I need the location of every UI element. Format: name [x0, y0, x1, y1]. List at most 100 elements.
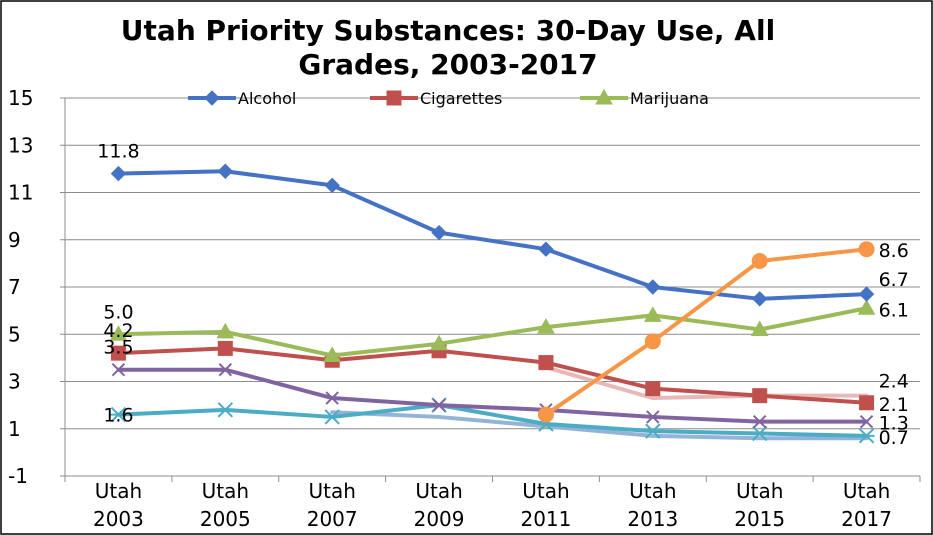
y-tick-label: 13 [8, 133, 33, 157]
data-label: 2.4 [879, 371, 909, 393]
data-point [858, 428, 875, 444]
series-line [330, 410, 869, 441]
data-point [431, 224, 447, 241]
data-point [859, 414, 874, 429]
legend-item-marijuana: Marijuana [580, 88, 709, 108]
y-tick-label: 11 [8, 181, 33, 205]
data-point [217, 163, 234, 179]
data-point [109, 325, 128, 341]
legend-label: Alcohol [238, 89, 296, 108]
data-point [110, 345, 126, 361]
data-point [538, 241, 554, 257]
data-label: 2.1 [879, 394, 909, 416]
x-tick-label: Utah [308, 479, 355, 503]
data-point-stroke [218, 362, 233, 377]
x-tick-label: Utah [736, 479, 783, 503]
chart-title-line: Grades, 2003-2017 [298, 48, 597, 81]
data-point [643, 306, 662, 322]
x-tick-label: 2009 [414, 507, 465, 531]
data-point [751, 253, 768, 270]
data-point-stroke [859, 414, 874, 429]
data-point [644, 423, 661, 439]
series-line [116, 306, 869, 358]
data-point [750, 320, 769, 337]
x-tick-label: Utah [202, 479, 249, 503]
series-unlabeled-5 [537, 241, 875, 423]
data-point [644, 333, 661, 350]
data-point [859, 395, 875, 411]
data-point [857, 299, 876, 315]
data-label: 0.7 [879, 427, 909, 449]
legend-label: Cigarettes [420, 89, 502, 108]
data-point [858, 241, 875, 258]
series-alcohol [110, 163, 875, 307]
data-point [645, 381, 661, 397]
x-tick-label: 2013 [627, 507, 678, 531]
y-tick-label: 3 [8, 370, 21, 394]
data-point [430, 334, 448, 351]
series-line [116, 367, 869, 424]
data-point [858, 286, 875, 302]
data-point [432, 398, 446, 412]
series-unlabeled-7 [543, 365, 869, 401]
data-point-stroke [646, 410, 660, 424]
chart-title-line: Utah Priority Substances: 30-Day Use, Al… [121, 14, 775, 47]
data-label: 6.7 [879, 269, 909, 291]
x-tick-label: Utah [843, 479, 890, 503]
y-tick-label: 15 [8, 86, 33, 110]
data-label: 8.6 [879, 240, 909, 262]
data-label: 3.5 [103, 337, 133, 359]
data-label: 4.2 [103, 320, 133, 342]
y-tick-label: 9 [8, 228, 21, 252]
x-tick-label: Utah [522, 479, 569, 503]
x-tick-label: 2003 [93, 507, 144, 531]
data-point [538, 355, 554, 371]
data-point-stroke [111, 362, 126, 377]
data-point [111, 362, 126, 377]
x-tick-label: 2005 [200, 507, 251, 531]
x-tick-label: 2011 [520, 507, 571, 531]
data-point [216, 322, 235, 339]
data-point-stroke [432, 398, 446, 412]
x-tick-label: 2017 [841, 507, 892, 531]
data-point [751, 425, 768, 442]
data-point [537, 318, 555, 334]
data-point [217, 340, 233, 356]
data-point [752, 414, 767, 429]
legend-item-cigarettes: Cigarettes [370, 89, 502, 108]
data-point [217, 402, 234, 418]
data-label: 5.0 [103, 301, 133, 323]
data-point [204, 90, 220, 106]
series-line [116, 169, 869, 301]
data-label: 1.3 [879, 413, 909, 435]
data-point [324, 409, 341, 425]
x-tick-label: Utah [629, 479, 676, 503]
y-tick-label: -1 [8, 464, 28, 488]
data-point-stroke [325, 391, 339, 405]
series-line [116, 403, 869, 438]
data-point [218, 362, 233, 377]
x-tick-label: Utah [95, 479, 142, 503]
data-point [595, 88, 613, 105]
legend-label: Marijuana [630, 89, 709, 108]
x-tick-label: 2015 [734, 507, 785, 531]
series-cigarettes [110, 340, 875, 411]
series-marijuana [109, 299, 876, 363]
data-point [751, 291, 768, 307]
y-tick-label: 1 [8, 417, 21, 441]
data-point [323, 346, 342, 363]
series-line [543, 247, 869, 417]
data-point [537, 406, 554, 423]
series-line [543, 365, 869, 401]
series-unlabeled-6 [330, 410, 869, 441]
data-point [645, 279, 661, 295]
data-label: 11.8 [97, 141, 139, 163]
data-label: 1.6 [103, 405, 133, 427]
y-tick-label: 7 [8, 275, 21, 299]
data-point [752, 388, 768, 404]
legend-item-alcohol: Alcohol [188, 89, 296, 108]
series-line [116, 346, 869, 405]
